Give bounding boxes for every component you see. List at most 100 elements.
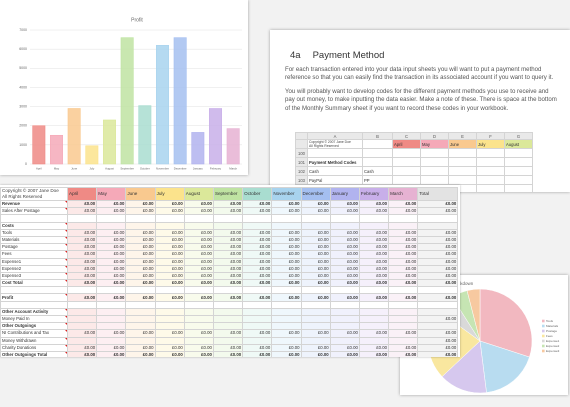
cell bbox=[476, 184, 505, 192]
cell: £0.00 bbox=[183, 235, 214, 245]
heading-text: Payment Method bbox=[312, 50, 385, 61]
pie-slice bbox=[479, 288, 533, 358]
total-header: Total bbox=[417, 187, 459, 201]
cell: £0.00 bbox=[388, 228, 419, 237]
cell: £0.00 bbox=[271, 350, 302, 357]
profit-chart: Profit 0 1000 2000 3000 4000 5000 6000 7000 Apri… bbox=[19, 17, 242, 171]
cell: £0.00 bbox=[183, 250, 214, 259]
budget-sheet: Copyright © 2007 Jane Doe All Rights Rese… bbox=[0, 187, 459, 357]
cell: £0.00 bbox=[212, 279, 244, 288]
pie-slice bbox=[479, 340, 530, 393]
paragraph: For each transaction entered into your d… bbox=[285, 66, 554, 82]
cell: £0.00 bbox=[96, 228, 127, 237]
legend-swatch bbox=[542, 349, 545, 353]
row: 100 bbox=[295, 148, 533, 158]
cell: £0.00 bbox=[329, 329, 360, 338]
cell bbox=[125, 214, 156, 223]
y-tick-label: 1000 bbox=[19, 143, 27, 147]
cell: £0.00 bbox=[183, 257, 214, 266]
cell: PayPal bbox=[307, 175, 363, 185]
cell bbox=[417, 322, 459, 331]
cell: £0.00 bbox=[96, 257, 127, 266]
cell: £0.00 bbox=[96, 264, 127, 273]
x-tick-label: January bbox=[193, 167, 204, 171]
month-header: July bbox=[154, 187, 185, 201]
cell: £0.00 bbox=[242, 271, 273, 281]
cell bbox=[388, 221, 419, 230]
cell bbox=[242, 214, 273, 223]
cell bbox=[154, 314, 185, 324]
cell: £0.00 bbox=[329, 199, 360, 209]
row: 102 Cash Cash bbox=[295, 166, 533, 176]
column-letter: B bbox=[362, 132, 393, 140]
cell: £0.00 bbox=[66, 279, 98, 288]
cell bbox=[388, 300, 419, 309]
cell: £0.00 bbox=[125, 293, 156, 302]
y-tick-label: 5000 bbox=[19, 66, 27, 70]
cell bbox=[417, 307, 459, 317]
cell bbox=[154, 300, 185, 309]
bar bbox=[85, 145, 99, 165]
cell bbox=[125, 300, 156, 309]
legend-swatch bbox=[542, 344, 545, 348]
cell bbox=[388, 314, 419, 324]
cell: £0.00 bbox=[242, 257, 273, 266]
cell: £0.00 bbox=[388, 250, 419, 259]
cell: Cash bbox=[307, 166, 363, 176]
cell: £0.00 bbox=[125, 243, 156, 252]
cell: £0.00 bbox=[183, 343, 214, 352]
cell: £0.00 bbox=[154, 343, 185, 352]
cell bbox=[125, 336, 156, 345]
cell: £0.00 bbox=[388, 279, 419, 288]
cell bbox=[125, 221, 156, 230]
cell bbox=[329, 322, 360, 331]
cell bbox=[420, 157, 449, 167]
cell: £0.00 bbox=[417, 336, 459, 345]
corner bbox=[295, 132, 308, 140]
cell: £0.00 bbox=[66, 207, 98, 216]
cell: £0.00 bbox=[388, 257, 419, 266]
row-label: Postage bbox=[0, 243, 68, 252]
bar bbox=[156, 45, 169, 165]
cell bbox=[242, 221, 273, 230]
month-header: April bbox=[66, 187, 98, 201]
cell: £0.00 bbox=[388, 271, 419, 281]
cell: £0.00 bbox=[300, 207, 331, 216]
cell bbox=[504, 166, 533, 176]
cell bbox=[183, 336, 214, 345]
cell bbox=[96, 322, 127, 331]
cell: £0.00 bbox=[212, 271, 244, 281]
paragraphs: For each transaction entered into your d… bbox=[285, 66, 557, 118]
cell: £0.00 bbox=[154, 250, 185, 259]
cell bbox=[271, 300, 302, 309]
cell bbox=[125, 314, 156, 324]
x-tick-label: March bbox=[229, 167, 237, 171]
cell: £0.00 bbox=[358, 293, 390, 302]
bar bbox=[138, 105, 152, 165]
y-tick-label: 7000 bbox=[19, 28, 27, 32]
cell: £0.00 bbox=[125, 329, 156, 338]
cell bbox=[212, 322, 244, 331]
cell: £0.00 bbox=[154, 243, 185, 252]
row-label: Other Outgoings Total bbox=[0, 350, 68, 357]
legend-label: Expense1 bbox=[546, 339, 560, 343]
cell: £0.00 bbox=[242, 264, 273, 273]
copyright: Copyright © 2007 Jane Doe bbox=[2, 188, 59, 194]
cell bbox=[358, 322, 390, 331]
cell: £0.00 bbox=[271, 329, 302, 338]
month-header: May bbox=[96, 187, 127, 201]
cell: £0.00 bbox=[212, 235, 244, 245]
cell bbox=[417, 286, 459, 295]
cell: £0.00 bbox=[66, 293, 98, 302]
cell: £0.00 bbox=[242, 228, 273, 237]
cell: £0.00 bbox=[242, 207, 273, 216]
cell bbox=[0, 286, 68, 295]
row: Expense2 £0.00 £0.00 £0.00 £0.00 £0.00 £0.00 £0… bbox=[0, 264, 459, 273]
cell: £0.00 bbox=[154, 264, 185, 273]
cell: £0.00 bbox=[66, 257, 98, 266]
pie-chart: Costs Breakdown ToolsMaterialsPostageFee… bbox=[427, 281, 560, 394]
cell: £0.00 bbox=[271, 199, 302, 209]
cell: £0.00 bbox=[300, 235, 331, 245]
x-tick-label: September bbox=[120, 167, 134, 171]
